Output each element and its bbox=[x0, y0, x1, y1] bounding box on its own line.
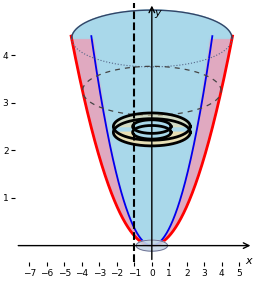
Polygon shape bbox=[72, 10, 232, 246]
Polygon shape bbox=[113, 132, 190, 146]
Polygon shape bbox=[72, 10, 232, 246]
Polygon shape bbox=[152, 38, 232, 246]
Text: y: y bbox=[154, 8, 161, 17]
Polygon shape bbox=[72, 38, 152, 246]
Polygon shape bbox=[113, 113, 190, 126]
Polygon shape bbox=[136, 240, 168, 251]
Text: x: x bbox=[245, 256, 251, 266]
